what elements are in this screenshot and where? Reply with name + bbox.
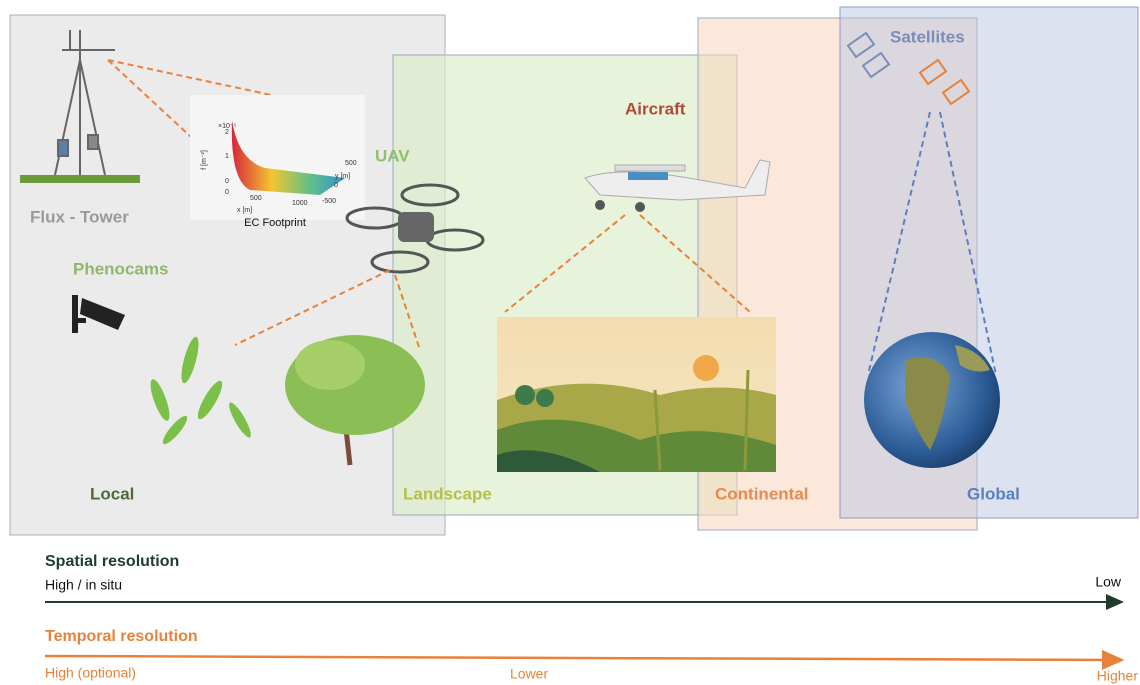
satellites-label: Satellites (890, 27, 965, 46)
axis-label: y [m] (335, 173, 350, 180)
diagram: f [m⁻²] ×10⁻⁵ 2 1 0 0 500 1000 x [m] 500… (0, 0, 1140, 685)
tick: 500 (250, 195, 262, 202)
phenocams-label: Phenocams (73, 259, 168, 278)
axis-label: f [m⁻²] (201, 150, 208, 170)
tick: 0 (334, 182, 338, 189)
temporal-middle: Lower (510, 666, 548, 682)
temporal-arrow (45, 656, 1122, 660)
continental-label: Continental (715, 484, 809, 503)
temporal-title: Temporal resolution (45, 628, 198, 645)
footprint-caption: EC Footprint (244, 217, 306, 229)
spatial-end: Low (1095, 574, 1122, 590)
temporal-end: Higher (1097, 668, 1139, 684)
flux-tower-label: Flux - Tower (30, 207, 129, 226)
spatial-title: Spatial resolution (45, 553, 179, 570)
temporal-start: High (optional) (45, 665, 136, 681)
earth-icon (864, 332, 1000, 468)
tick: 1000 (292, 200, 308, 207)
tick: 0 (225, 189, 229, 196)
local-label: Local (90, 484, 134, 503)
tick: -500 (322, 198, 336, 205)
spatial-start: High / in situ (45, 577, 122, 593)
tick: 2 (225, 129, 229, 136)
footprint-plot (190, 95, 365, 220)
global-label: Global (967, 484, 1020, 503)
landscape-label: Landscape (403, 484, 492, 503)
landscape-picture (497, 317, 776, 472)
tick: 1 (225, 153, 229, 160)
ground (20, 175, 140, 183)
aircraft-label: Aircraft (625, 99, 686, 118)
uav-label: UAV (375, 146, 410, 165)
tick: 500 (345, 160, 357, 167)
tick: 0 (225, 178, 229, 185)
axis-label: x [m] (237, 207, 252, 214)
